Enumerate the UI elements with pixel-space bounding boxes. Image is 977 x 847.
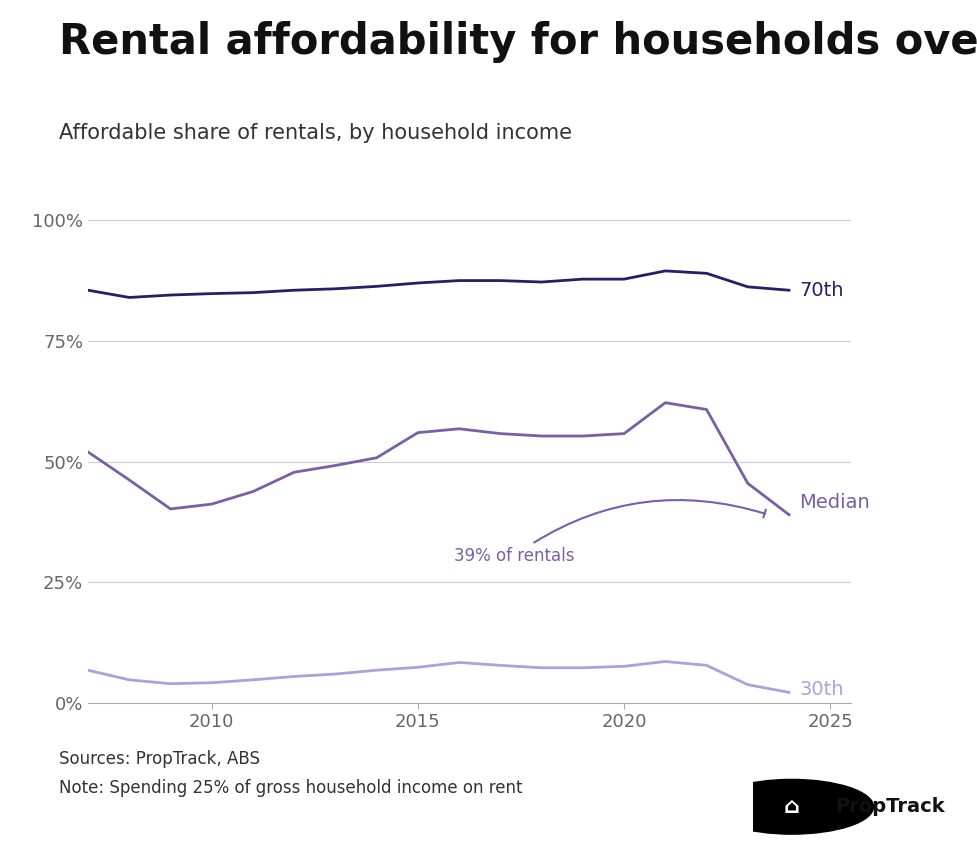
Circle shape <box>709 779 872 834</box>
Text: 70th: 70th <box>798 280 843 300</box>
Text: Rental affordability for households over time: Rental affordability for households over… <box>59 21 977 64</box>
Text: Affordable share of rentals, by household income: Affordable share of rentals, by househol… <box>59 123 572 143</box>
Text: ⌂: ⌂ <box>783 797 799 817</box>
Text: PropTrack: PropTrack <box>834 797 944 817</box>
Text: Sources: PropTrack, ABS: Sources: PropTrack, ABS <box>59 750 260 767</box>
Text: Median: Median <box>798 493 870 512</box>
Text: 30th: 30th <box>798 680 843 700</box>
Text: 39% of rentals: 39% of rentals <box>453 500 765 565</box>
Text: Note: Spending 25% of gross household income on rent: Note: Spending 25% of gross household in… <box>59 779 522 797</box>
